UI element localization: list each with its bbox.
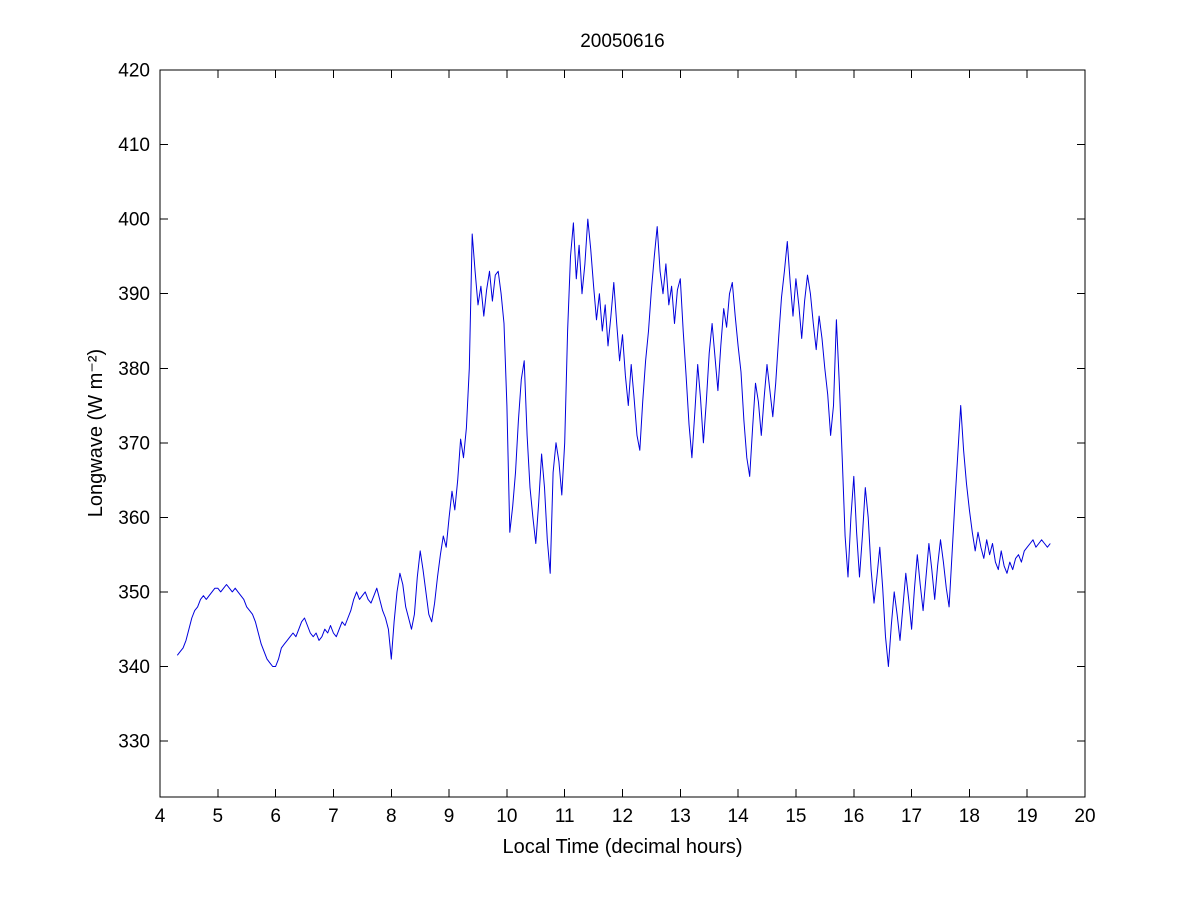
y-tick-label: 360 xyxy=(118,508,150,529)
x-tick-label: 13 xyxy=(670,806,691,827)
x-tick-label: 11 xyxy=(555,806,575,827)
x-axis-label: Local Time (decimal hours) xyxy=(502,836,743,858)
x-tick-label: 15 xyxy=(785,806,806,827)
x-tick-label: 18 xyxy=(959,806,980,827)
y-tick-label: 420 xyxy=(118,61,150,82)
x-tick-label: 9 xyxy=(444,806,455,827)
chart-title: 20050616 xyxy=(580,31,665,52)
y-tick-label: 350 xyxy=(118,582,150,603)
x-tick-label: 4 xyxy=(155,806,166,827)
x-tick-label: 12 xyxy=(612,806,633,827)
y-tick-label: 340 xyxy=(118,657,150,678)
x-tick-label: 5 xyxy=(213,806,224,827)
y-tick-label: 380 xyxy=(118,359,150,380)
x-tick-label: 14 xyxy=(728,806,750,827)
y-tick-label: 400 xyxy=(118,210,150,231)
x-tick-label: 7 xyxy=(328,806,339,827)
axes-box xyxy=(159,69,1086,798)
x-tick-label: 19 xyxy=(1017,806,1038,827)
x-tick-label: 10 xyxy=(496,806,517,827)
x-tick-label: 16 xyxy=(843,806,864,827)
longwave-series-line xyxy=(176,218,1051,667)
x-tick-label: 6 xyxy=(270,806,281,827)
y-tick-label: 390 xyxy=(118,284,150,305)
y-tick-label: 370 xyxy=(118,433,150,454)
y-tick-label: 330 xyxy=(118,732,150,753)
y-tick-label: 410 xyxy=(118,135,150,156)
x-tick-label: 20 xyxy=(1074,806,1095,827)
y-axis-label: Longwave (W m⁻²) xyxy=(85,348,107,518)
x-tick-label: 17 xyxy=(901,806,922,827)
x-tick-label: 8 xyxy=(386,806,397,827)
